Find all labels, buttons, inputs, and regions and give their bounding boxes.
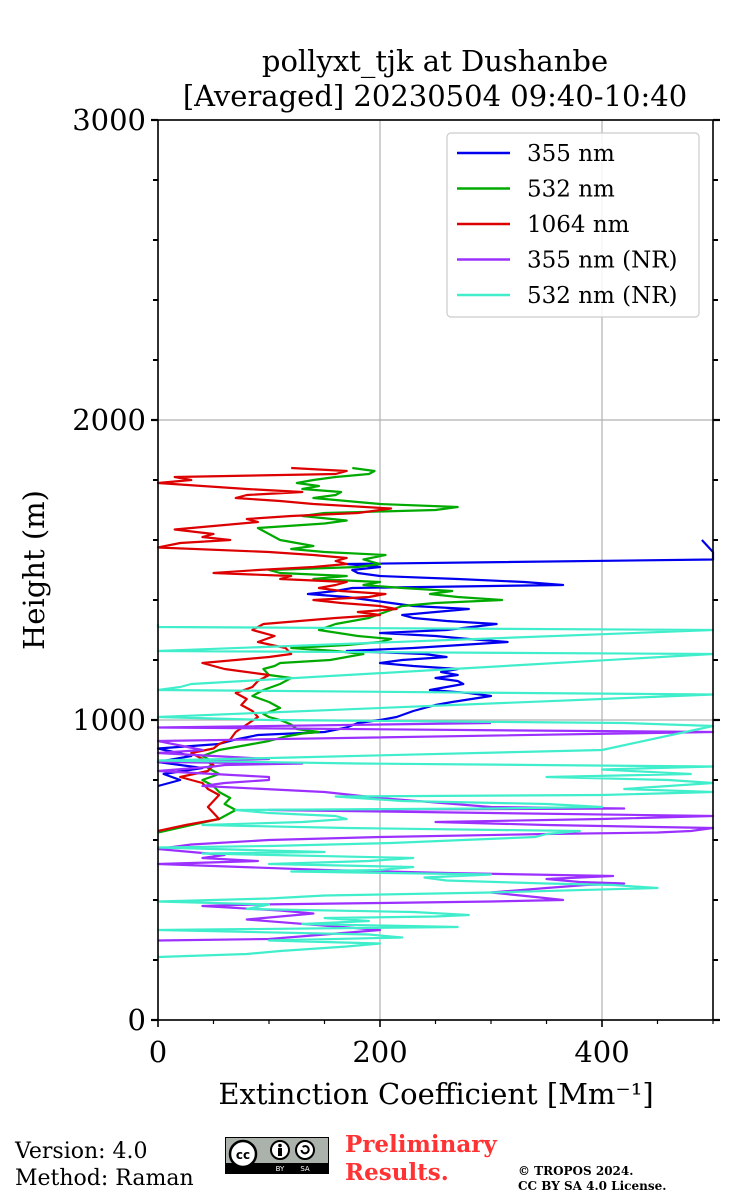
x-axis-label: Extinction Coefficient [Mm⁻¹] — [218, 1077, 653, 1111]
legend-label: 355 nm — [527, 141, 615, 167]
copyright-line-2: CC BY SA 4.0 License. — [518, 1179, 667, 1193]
series-line-532-nm-nr- — [156, 624, 715, 959]
y-tick-label: 1000 — [72, 703, 146, 737]
legend-label: 355 nm (NR) — [527, 248, 678, 274]
legend-label: 1064 nm — [527, 212, 630, 238]
method-label: Method: Raman — [15, 1166, 194, 1191]
preliminary-line-2: Results. — [345, 1159, 449, 1186]
y-axis-label: Height (m) — [17, 490, 51, 650]
legend-box — [446, 132, 700, 318]
preliminary-line-1: Preliminary — [345, 1131, 497, 1158]
x-tick-label: 200 — [352, 1035, 407, 1069]
legend-label: 532 nm (NR) — [527, 283, 678, 309]
chart-title: pollyxt_tjk at Dushanbe — [262, 44, 608, 79]
x-tick-label: 0 — [149, 1035, 167, 1069]
series-layer — [156, 466, 715, 959]
version-label: Version: 4.0 — [15, 1139, 148, 1164]
legend-label: 532 nm — [527, 177, 615, 203]
y-tick-label: 3000 — [72, 103, 146, 137]
share-alike-icon — [295, 1140, 315, 1160]
y-tick-label: 2000 — [72, 403, 146, 437]
extinction-profile-chart: pollyxt_tjk at Dushanbe [Averaged] 20230… — [17, 44, 720, 1111]
cc-license-badge: cc BY SA — [225, 1137, 329, 1174]
series-line-355-nm — [156, 539, 715, 788]
chart-subtitle: [Averaged] 20230504 09:40-10:40 — [183, 79, 687, 113]
axis-ticks: 0 200 400 0 1000 2000 3000 — [72, 103, 720, 1069]
copyright-line-1: © TROPOS 2024. — [518, 1164, 634, 1178]
cc-icon — [228, 1139, 258, 1169]
cc-sa-label: SA — [300, 1165, 310, 1173]
copyright-note: © TROPOS 2024. CC BY SA 4.0 License. — [518, 1164, 666, 1194]
series-line-1064-nm — [156, 466, 398, 833]
series-line-355-nm-nr- — [156, 721, 715, 942]
cc-by-label: BY — [276, 1165, 285, 1173]
preliminary-results-note: Preliminary Results. — [345, 1131, 497, 1187]
svg-text:cc: cc — [236, 1148, 250, 1162]
y-tick-label: 0 — [128, 1003, 146, 1037]
legend: 355 nm 532 nm 1064 nm 355 nm (NR) 532 nm (NR… — [446, 132, 700, 318]
x-tick-label: 400 — [574, 1035, 629, 1069]
